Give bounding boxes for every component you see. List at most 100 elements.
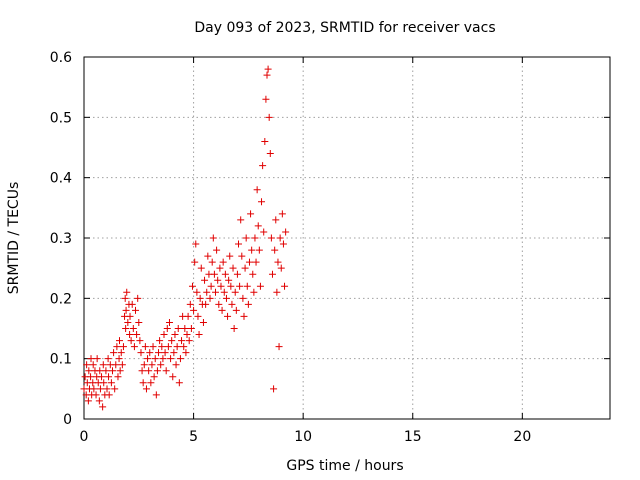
data-point — [119, 343, 127, 351]
data-point — [165, 318, 173, 326]
data-point — [137, 349, 145, 357]
data-point — [244, 300, 252, 308]
data-point — [260, 228, 268, 236]
data-point — [219, 258, 227, 266]
data-point — [122, 325, 130, 332]
data-point — [150, 373, 158, 381]
data-point — [212, 288, 219, 296]
grid-lines — [84, 57, 610, 419]
data-point — [203, 288, 211, 296]
data-point — [118, 361, 126, 369]
data-point — [85, 367, 93, 375]
data-point — [104, 355, 112, 363]
y-tick-label: 0.3 — [50, 231, 72, 247]
y-tick-label: 0 — [63, 412, 72, 428]
data-point — [105, 391, 113, 399]
data-point — [127, 337, 135, 345]
data-point — [134, 294, 142, 302]
data-point — [195, 331, 203, 339]
data-point — [147, 379, 155, 387]
data-point — [117, 349, 125, 357]
data-point — [159, 355, 167, 363]
data-point — [111, 385, 119, 393]
y-tick-label: 0.6 — [50, 50, 72, 66]
data-point — [141, 343, 149, 351]
data-point — [228, 300, 236, 308]
data-point — [155, 349, 163, 357]
data-point — [267, 234, 275, 242]
data-point — [202, 300, 210, 308]
data-point — [261, 137, 269, 145]
data-point — [218, 306, 226, 314]
data-point — [190, 306, 198, 314]
data-point — [170, 349, 178, 357]
data-point — [209, 234, 217, 242]
data-point — [275, 343, 283, 351]
data-point — [110, 349, 118, 357]
data-point — [220, 288, 228, 296]
data-point — [221, 270, 229, 278]
data-point — [173, 343, 181, 351]
data-point — [264, 65, 272, 73]
data-point — [122, 306, 130, 314]
data-point — [182, 349, 190, 357]
x-tick-label: 20 — [513, 429, 531, 445]
data-point — [112, 361, 120, 369]
data-point — [204, 252, 212, 260]
data-point — [169, 373, 177, 381]
data-point — [133, 331, 141, 339]
data-point — [247, 210, 255, 218]
data-point — [259, 162, 267, 170]
data-point — [184, 312, 192, 320]
data-point — [160, 331, 168, 339]
data-point — [124, 318, 132, 326]
data-point — [87, 355, 95, 363]
data-point — [191, 258, 199, 266]
data-point — [252, 258, 260, 266]
data-point — [231, 288, 239, 296]
data-point — [90, 385, 98, 393]
data-point — [99, 361, 107, 369]
data-point — [281, 282, 289, 290]
axis-ticks: 0 5 10 15 20 0 0.1 0.2 0.3 0.4 0.5 0.6 — [50, 50, 610, 445]
data-point — [243, 282, 251, 290]
data-point — [273, 288, 281, 296]
data-point — [251, 234, 259, 242]
data-point — [232, 306, 240, 314]
data-point — [158, 343, 166, 351]
y-tick-label: 0.1 — [50, 352, 72, 368]
data-point — [226, 252, 234, 260]
data-point — [142, 385, 150, 393]
data-point — [163, 325, 171, 332]
data-point — [144, 355, 152, 363]
data-point — [201, 276, 209, 284]
data-point — [266, 150, 274, 158]
data-point — [178, 337, 186, 345]
data-point — [140, 361, 148, 369]
data-point — [185, 337, 193, 345]
data-point — [130, 343, 138, 351]
data-point — [151, 355, 159, 363]
data-point — [250, 288, 258, 296]
data-point — [95, 397, 103, 405]
data-point — [277, 264, 285, 272]
data-point — [114, 373, 122, 381]
chart-title: Day 093 of 2023, SRMTID for receiver vac… — [194, 20, 495, 36]
data-point — [132, 306, 140, 314]
data-point — [233, 270, 241, 278]
data-point — [268, 270, 276, 278]
data-point — [115, 355, 123, 363]
data-point — [167, 355, 175, 363]
data-point — [89, 361, 97, 369]
x-tick-label: 5 — [189, 429, 198, 445]
data-point — [172, 361, 180, 369]
data-point — [258, 198, 266, 206]
data-point — [128, 300, 136, 308]
y-tick-label: 0.2 — [50, 291, 72, 307]
data-point — [213, 246, 221, 254]
data-point — [207, 282, 215, 290]
data-point — [253, 186, 261, 194]
data-point — [183, 331, 191, 339]
data-point — [249, 270, 257, 278]
